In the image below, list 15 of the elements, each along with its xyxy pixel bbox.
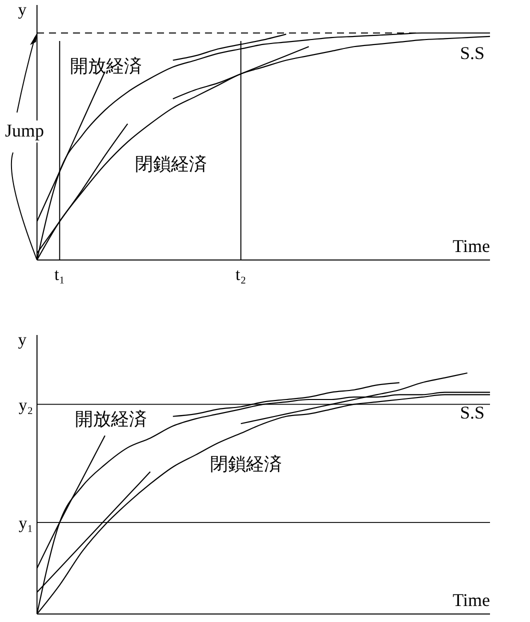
- x-tick-label: t₁: [54, 265, 65, 284]
- series-label: 閉鎖経済: [210, 454, 282, 474]
- series-label: 閉鎖経済: [135, 154, 207, 174]
- annotation: S.S: [460, 43, 485, 63]
- y-axis-title: y: [18, 0, 27, 19]
- ref-line-label: y₂: [18, 395, 33, 414]
- x-axis-title: Time: [452, 590, 490, 610]
- x-tick-label: t₂: [236, 265, 246, 284]
- annotation: Jump: [5, 120, 44, 140]
- annotation: S.S: [460, 402, 485, 422]
- ref-line-label: y₁: [18, 513, 33, 532]
- y-axis-title: y: [18, 330, 27, 349]
- x-axis-title: Time: [452, 236, 490, 256]
- series-label: 開放経済: [70, 56, 142, 76]
- series-label: 開放経済: [75, 409, 147, 429]
